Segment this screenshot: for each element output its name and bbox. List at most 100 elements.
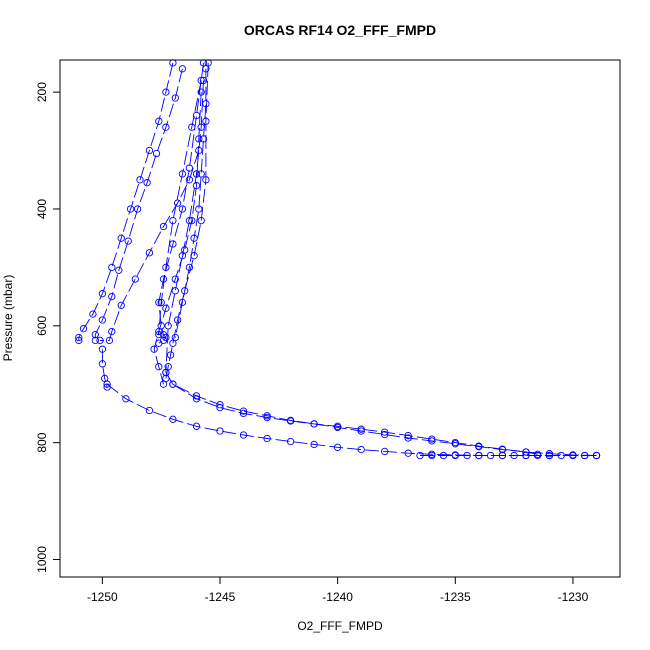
data-point: [169, 240, 177, 248]
data-point: [75, 333, 83, 342]
data-point: [310, 440, 318, 449]
data-point: [136, 176, 144, 184]
data-point: [522, 448, 530, 456]
data-point: [157, 298, 165, 307]
data-point: [98, 360, 107, 368]
data-point: [475, 451, 483, 460]
data-point: [192, 422, 201, 430]
x-tick-label: -1235: [440, 590, 471, 604]
series-line: [165, 62, 209, 379]
plot-frame: [59, 59, 621, 578]
y-tick-label: 200: [35, 82, 49, 102]
series-8: [162, 76, 208, 377]
data-point: [105, 336, 114, 345]
data-point: [202, 117, 210, 125]
data-point: [185, 164, 194, 172]
data-point: [522, 451, 530, 460]
data-point: [169, 216, 177, 225]
data-point: [98, 345, 107, 353]
series-0: [75, 59, 177, 345]
data-point: [533, 451, 542, 460]
axes: -1250 -1245 -1240 -1235 -1230 200 400 600 800 100…: [35, 59, 621, 604]
data-point: [333, 422, 342, 430]
data-point: [439, 451, 448, 460]
data-point: [155, 363, 163, 371]
data-point: [263, 434, 271, 443]
plot-area: [75, 59, 601, 460]
data-point: [155, 117, 163, 125]
x-axis-label: O2_FFF_FMPD: [297, 619, 383, 633]
series-10: [169, 380, 542, 458]
series-line: [100, 150, 200, 341]
chart-title: ORCAS RF14 O2_FFF_FMPD: [244, 22, 436, 38]
data-point: [159, 222, 168, 231]
data-point: [91, 336, 99, 345]
series-line: [165, 80, 204, 373]
data-point: [117, 234, 125, 242]
data-point: [404, 434, 412, 442]
series-line: [153, 92, 202, 385]
data-point: [178, 65, 187, 73]
data-point: [152, 149, 161, 158]
data-point: [404, 431, 412, 440]
x-tick-label: -1245: [205, 590, 236, 604]
data-point: [173, 316, 182, 324]
y-tick-label: 1000: [35, 546, 49, 573]
data-point: [475, 442, 483, 450]
series-3: [155, 76, 205, 339]
data-point: [239, 407, 248, 415]
data-point: [357, 425, 365, 433]
data-point: [581, 451, 589, 460]
data-point: [416, 451, 424, 460]
data-point: [197, 170, 205, 178]
data-point: [159, 275, 168, 283]
data-point: [463, 451, 471, 460]
data-point: [216, 401, 224, 409]
data-point: [451, 451, 459, 460]
series-line: [94, 68, 183, 341]
data-point: [216, 427, 224, 435]
data-point: [75, 336, 83, 345]
data-point: [155, 298, 163, 307]
data-point: [91, 330, 99, 339]
data-point: [239, 409, 248, 418]
data-point: [185, 216, 194, 225]
data-point: [117, 301, 125, 310]
data-point: [173, 199, 182, 207]
data-point: [164, 322, 172, 330]
data-point: [103, 383, 111, 391]
data-point: [286, 437, 295, 446]
data-point: [171, 287, 179, 295]
data-point: [162, 123, 170, 131]
data-point: [108, 327, 116, 336]
data-point: [101, 374, 109, 383]
data-point: [404, 449, 412, 457]
data-point: [155, 327, 163, 336]
data-point: [195, 205, 203, 213]
data-point: [145, 406, 154, 415]
data-point: [381, 428, 389, 436]
data-point: [357, 445, 365, 454]
data-point: [498, 451, 507, 460]
data-point: [126, 205, 135, 213]
data-point: [333, 443, 342, 451]
data-point: [428, 451, 436, 460]
data-point: [357, 427, 365, 435]
y-tick-label: 600: [35, 315, 49, 335]
data-point: [192, 170, 201, 178]
data-point: [143, 179, 151, 187]
data-point: [190, 234, 198, 242]
data-point: [98, 316, 107, 324]
series-line: [172, 383, 538, 455]
data-point: [192, 395, 201, 403]
series-1: [91, 65, 187, 345]
data-point: [171, 333, 179, 342]
series-line: [165, 372, 597, 456]
data-point: [122, 395, 130, 403]
data-point: [192, 181, 201, 190]
data-point: [381, 430, 389, 439]
data-point: [79, 325, 88, 333]
data-point: [197, 88, 205, 96]
data-point: [145, 249, 154, 257]
